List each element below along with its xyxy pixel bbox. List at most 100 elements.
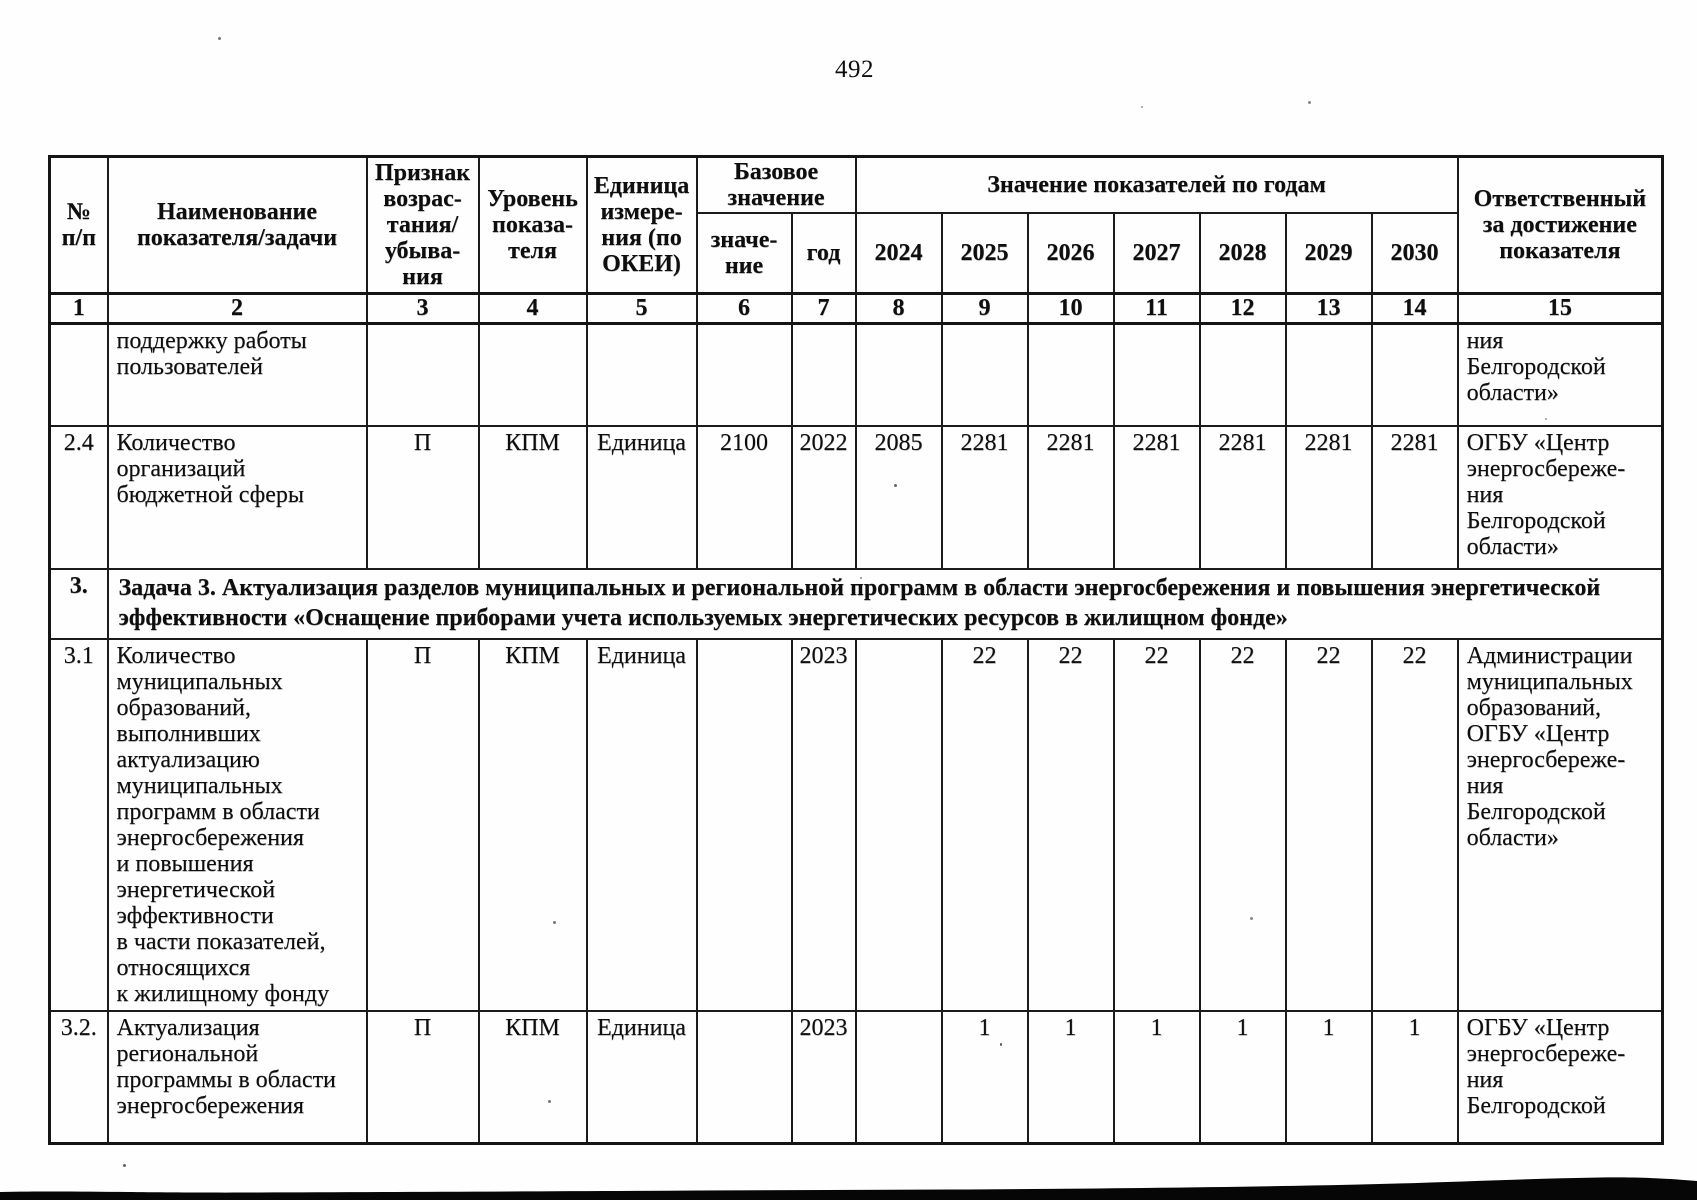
indicator-row-3-1: 3.1 Количество муниципальных образований…: [48, 638, 1664, 1012]
cell-year-2027: 22: [1112, 638, 1201, 1012]
cell-id: [48, 322, 109, 427]
scan-speck: [123, 1164, 126, 1167]
header-trend: Признак возрас- тания/ убыва- ния: [365, 155, 480, 294]
column-numbers-row: 1 2 3 4 5 6 7 8 9 10 11 12 13 14 15: [48, 291, 1664, 325]
cell-id: 2.4: [48, 425, 109, 570]
cell-base-year: [790, 322, 857, 427]
cell-year-2030: [1370, 322, 1459, 427]
indicator-row-3-2: 3.2. Актуализация региональной программы…: [48, 1010, 1664, 1144]
cell-trend: [365, 322, 480, 427]
cell-unit: Единица: [585, 425, 698, 570]
cell-year-2025: 22: [940, 638, 1029, 1012]
colnum-14: 14: [1370, 291, 1459, 325]
header-year-2029: 2029: [1284, 212, 1373, 294]
cell-name: Актуализация региональной программы в об…: [106, 1010, 368, 1144]
cell-year-2028: 22: [1198, 638, 1287, 1012]
cell-year-2027: 1: [1112, 1010, 1201, 1144]
header-row-1: № п/п Наименование показателя/задачи При…: [48, 155, 1664, 294]
cell-year-2028: 1: [1198, 1010, 1287, 1144]
cell-year-2030: 1: [1370, 1010, 1459, 1144]
header-years-group: Значение показателей по годам: [854, 155, 1459, 214]
scan-speck: [553, 921, 556, 924]
header-level: Уровень показа- теля: [477, 155, 588, 294]
cell-base-value: [695, 638, 793, 1012]
cell-name: Количество муниципальных образований, вы…: [106, 638, 368, 1012]
cell-responsible: ОГБУ «Центр энергосбереже- ния Белгородс…: [1456, 1010, 1664, 1144]
colnum-8: 8: [854, 291, 943, 325]
cell-name: Количество организаций бюджетной сферы: [106, 425, 368, 570]
cell-year-2024: 2085: [854, 425, 943, 570]
cell-year-2029: [1284, 322, 1373, 427]
cell-year-2030: 2281: [1370, 425, 1459, 570]
cell-responsible: ОГБУ «Центр энергосбереже- ния Белгородс…: [1456, 425, 1664, 570]
header-year-2030: 2030: [1370, 212, 1459, 294]
header-base-value: значе- ние: [695, 212, 793, 294]
cell-year-2025: [940, 322, 1029, 427]
cell-name: поддержку работы пользователей: [106, 322, 368, 427]
colnum-15: 15: [1456, 291, 1664, 325]
scan-speck: [1000, 1043, 1002, 1046]
cell-unit: Единица: [585, 1010, 698, 1144]
cell-year-2030: 22: [1370, 638, 1459, 1012]
cell-unit: Единица: [585, 638, 698, 1012]
header-row-2: значе- ние год 2024 2025 2026 2027 2028 …: [50, 212, 1663, 294]
cell-unit: [585, 322, 698, 427]
cell-responsible: Администрации муниципальных образований,…: [1456, 638, 1664, 1012]
colnum-3: 3: [365, 291, 480, 325]
cell-base-year: 2023: [790, 1010, 857, 1144]
scan-speck: [894, 484, 897, 487]
cell-level: КПМ: [477, 1010, 588, 1144]
cell-year-2026: 2281: [1026, 425, 1115, 570]
cell-year-2027: 2281: [1112, 425, 1201, 570]
cell-level: КПМ: [477, 425, 588, 570]
scan-speck: [1308, 101, 1311, 104]
colnum-10: 10: [1026, 291, 1115, 325]
cell-year-2029: 2281: [1284, 425, 1373, 570]
cell-year-2028: 2281: [1198, 425, 1287, 570]
scan-edge-artifact: [0, 1177, 1697, 1200]
cell-trend: П: [365, 638, 480, 1012]
colnum-11: 11: [1112, 291, 1201, 325]
cell-base-value: 2100: [695, 425, 793, 570]
scan-speck: [860, 577, 862, 579]
cell-year-2024: [854, 1010, 943, 1144]
cell-year-2025: 2281: [940, 425, 1029, 570]
scan-speck: [1545, 418, 1547, 420]
header-num: № п/п: [48, 155, 109, 294]
cell-id: 3.2.: [48, 1010, 109, 1144]
header-base-year: год: [790, 212, 857, 294]
colnum-12: 12: [1198, 291, 1287, 325]
cell-year-2026: [1026, 322, 1115, 427]
cell-trend: П: [365, 1010, 480, 1144]
cell-responsible: ния Белгородской области»: [1456, 322, 1664, 427]
cell-base-value: [695, 322, 793, 427]
task-text: Задача 3. Актуализация разделов муниципа…: [106, 568, 1664, 640]
cell-year-2029: 22: [1284, 638, 1373, 1012]
task-row-3: 3. Задача 3. Актуализация разделов муниц…: [48, 568, 1664, 640]
header-unit: Единица измере- ния (по ОКЕИ): [585, 155, 698, 294]
header-name: Наименование показателя/задачи: [106, 155, 368, 294]
indicator-row-2-4: 2.4 Количество организаций бюджетной сфе…: [48, 425, 1664, 570]
colnum-4: 4: [477, 291, 588, 325]
colnum-6: 6: [695, 291, 793, 325]
cell-base-value: [695, 1010, 793, 1144]
colnum-5: 5: [585, 291, 698, 325]
colnum-7: 7: [790, 291, 857, 325]
cell-trend: П: [365, 425, 480, 570]
header-year-2024: 2024: [854, 212, 943, 294]
page-number: 492: [835, 56, 874, 83]
scan-speck: [1141, 106, 1143, 108]
cell-year-2024: [854, 322, 943, 427]
cell-year-2028: [1198, 322, 1287, 427]
cell-base-year: 2022: [790, 425, 857, 570]
cell-level: [477, 322, 588, 427]
header-base-group: Базовое значение: [695, 155, 857, 214]
header-year-2028: 2028: [1198, 212, 1287, 294]
cell-year-2024: [854, 638, 943, 1012]
cell-year-2025: 1: [940, 1010, 1029, 1144]
header-responsible: Ответственный за достижение показателя: [1456, 155, 1664, 294]
colnum-1: 1: [48, 291, 109, 325]
header-year-2027: 2027: [1112, 212, 1201, 294]
continuation-row: поддержку работы пользователей ния Белго…: [48, 322, 1664, 427]
